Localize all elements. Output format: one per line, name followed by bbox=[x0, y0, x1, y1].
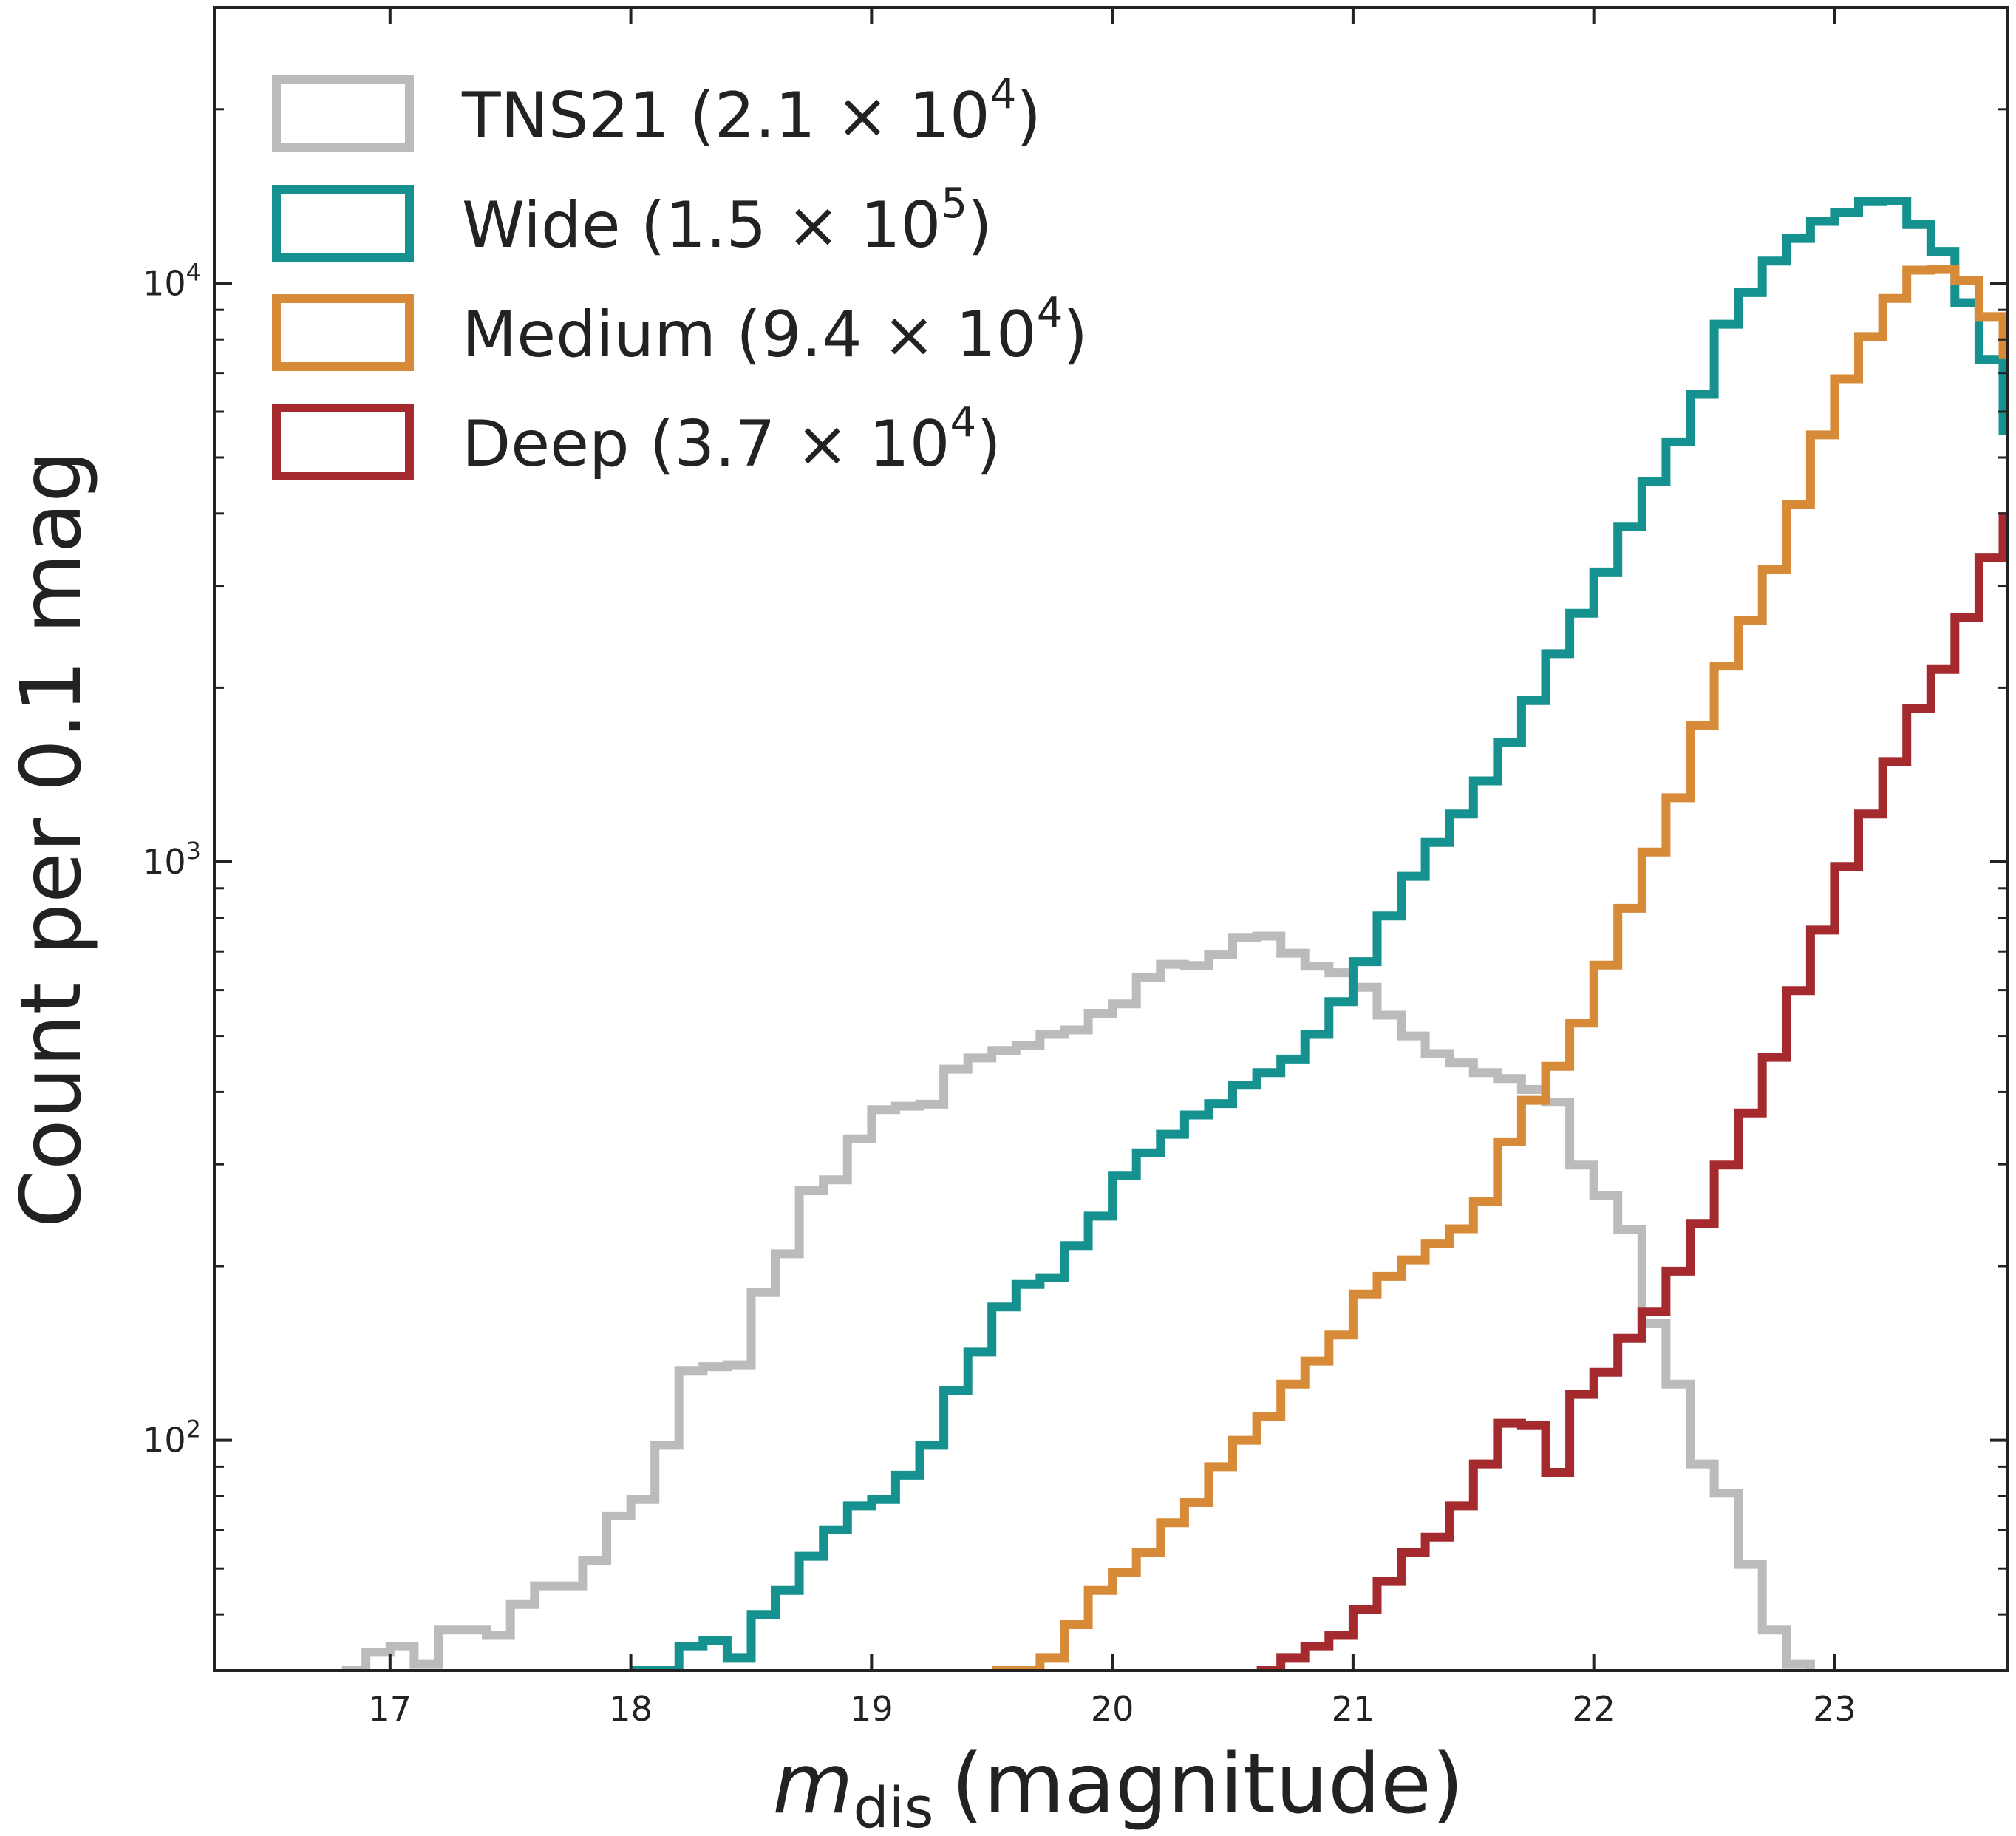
legend-label-tns21: TNS21 (2.1 × 104) bbox=[461, 70, 1041, 153]
legend-swatch-wide bbox=[272, 185, 414, 262]
series-deep-line bbox=[1256, 512, 2008, 1670]
x-tick-label: 17 bbox=[369, 1689, 412, 1729]
x-axis-unit: (magnitude) bbox=[951, 1736, 1463, 1832]
series-medium-line bbox=[992, 265, 2008, 1670]
legend-swatch-deep bbox=[272, 404, 414, 480]
series-layer bbox=[341, 197, 2008, 1670]
x-axis-subscript: dis bbox=[853, 1775, 933, 1836]
legend-swatch-tns21 bbox=[272, 75, 414, 152]
y-tick-label: 104 bbox=[143, 258, 201, 303]
tick-layer: 17 18 19 20 21 22 23 102 103 104 bbox=[143, 6, 2008, 1729]
legend-swatch-medium bbox=[272, 294, 414, 371]
y-tick-label: 102 bbox=[143, 1415, 201, 1461]
x-tick-label: 21 bbox=[1332, 1689, 1375, 1729]
series-tns21-line bbox=[341, 931, 1815, 1670]
x-tick-label: 19 bbox=[850, 1689, 893, 1729]
legend-label-medium: Medium (9.4 × 104) bbox=[462, 289, 1088, 372]
x-axis-symbol: m bbox=[772, 1736, 853, 1832]
legend-label-wide: Wide (1.5 × 105) bbox=[462, 180, 992, 262]
x-tick-label: 20 bbox=[1091, 1689, 1134, 1729]
x-tick-label: 23 bbox=[1813, 1689, 1856, 1729]
y-tick-label: 103 bbox=[143, 837, 201, 882]
x-axis-label: mdis (magnitude) bbox=[772, 1736, 1463, 1836]
x-tick-label: 18 bbox=[609, 1689, 653, 1729]
legend-label-deep: Deep (3.7 × 104) bbox=[462, 398, 1001, 481]
y-axis-label: Count per 0.1 mag bbox=[4, 450, 100, 1228]
x-tick-label: 22 bbox=[1572, 1689, 1615, 1729]
series-wide-line bbox=[630, 197, 2008, 1670]
legend: TNS21 (2.1 × 104) Wide (1.5 × 105) Medium … bbox=[272, 70, 1088, 481]
